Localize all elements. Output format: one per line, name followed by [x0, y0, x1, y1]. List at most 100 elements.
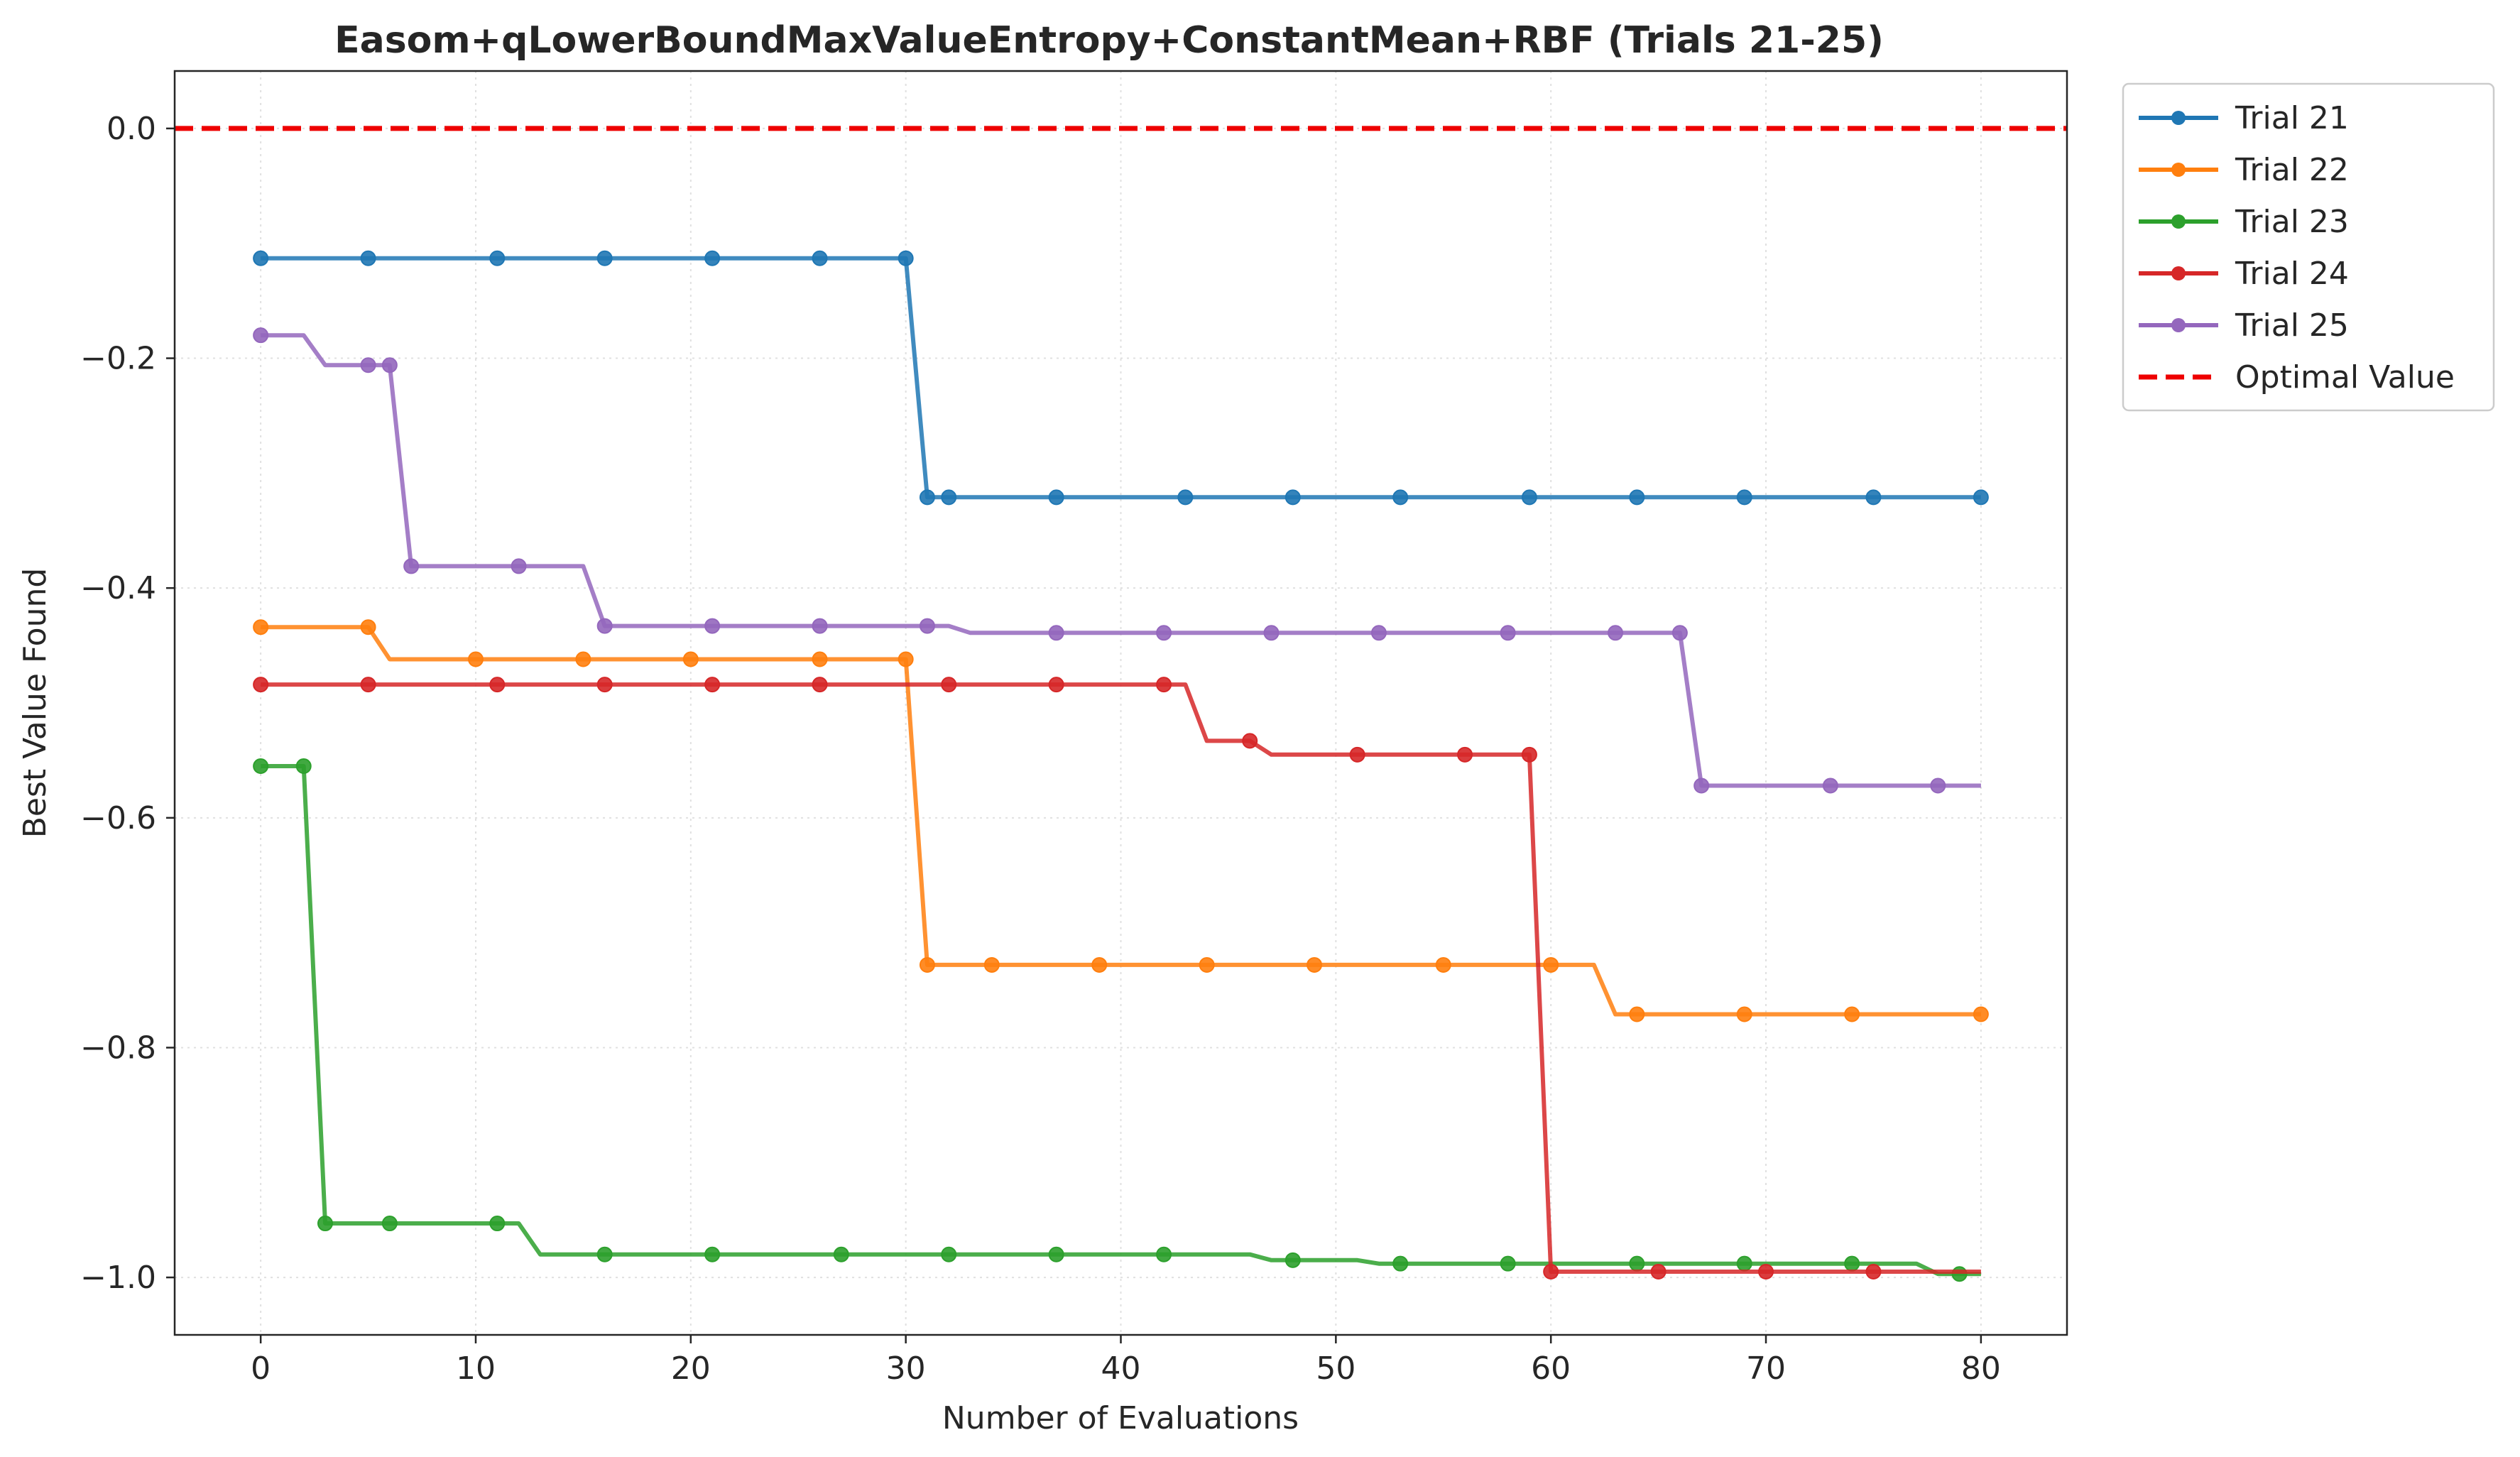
data-point	[704, 250, 721, 266]
data-point	[596, 677, 613, 693]
series-trial-21	[253, 250, 1989, 506]
x-tick-label: 80	[1961, 1350, 2001, 1387]
data-point	[1177, 489, 1194, 506]
data-point	[1392, 489, 1409, 506]
data-point	[1629, 489, 1645, 506]
data-point	[704, 677, 721, 693]
data-point	[596, 250, 613, 266]
data-point	[898, 250, 914, 266]
data-point	[1671, 625, 1688, 641]
data-point	[489, 250, 506, 266]
data-point	[1543, 1264, 1559, 1279]
data-point	[812, 250, 828, 266]
data-point	[511, 558, 527, 574]
data-point	[253, 250, 269, 266]
data-point	[1307, 956, 1323, 973]
data-point	[1930, 777, 1946, 794]
data-point	[919, 618, 935, 634]
data-point	[360, 619, 376, 635]
data-point	[1736, 1255, 1752, 1272]
series-line	[261, 256, 1981, 500]
data-point	[253, 677, 269, 693]
x-tick-label: 50	[1316, 1350, 1356, 1387]
data-point	[360, 357, 376, 373]
data-point	[1822, 777, 1838, 794]
data-point	[1973, 489, 1989, 506]
data-point	[919, 489, 935, 506]
data-point	[1263, 625, 1280, 641]
data-point	[1435, 956, 1451, 973]
data-point	[1392, 1255, 1409, 1272]
data-point	[812, 651, 828, 667]
x-tick-label: 60	[1531, 1350, 1571, 1387]
legend-item: Trial 22	[2139, 152, 2349, 188]
y-axis-label: Best Value Found	[17, 568, 53, 839]
legend-swatch-marker	[2171, 318, 2186, 332]
series-trial-23	[253, 758, 1981, 1282]
y-tick-label: −0.4	[80, 570, 156, 606]
x-tick-label: 0	[251, 1350, 271, 1387]
data-point	[704, 1246, 721, 1262]
series-trial-25	[253, 327, 1981, 794]
series-trial-22	[253, 619, 1989, 1022]
data-point	[1650, 1264, 1667, 1279]
legend-frame	[2122, 82, 2495, 412]
data-point	[1693, 777, 1710, 794]
data-point	[1284, 489, 1301, 506]
data-point	[1500, 1255, 1516, 1272]
data-point	[1844, 1255, 1860, 1272]
data-point	[1736, 1006, 1752, 1022]
data-point	[489, 1216, 506, 1232]
data-point	[1242, 733, 1258, 749]
data-point	[1736, 489, 1752, 506]
series-line	[261, 764, 1981, 1277]
data-point	[1048, 625, 1064, 641]
data-point	[833, 1246, 849, 1262]
data-point	[704, 618, 721, 634]
data-point	[1091, 956, 1108, 973]
data-point	[1865, 489, 1882, 506]
legend-swatch-marker	[2171, 111, 2186, 125]
data-point	[596, 1246, 613, 1262]
legend-label: Optimal Value	[2235, 359, 2455, 395]
data-point	[253, 758, 269, 774]
legend-label: Trial 24	[2235, 256, 2349, 292]
data-point	[1048, 677, 1064, 693]
y-tick-label: −0.2	[80, 341, 156, 377]
data-point	[983, 956, 1000, 973]
legend-label: Trial 22	[2235, 152, 2349, 188]
data-point	[1156, 677, 1172, 693]
data-point	[360, 250, 376, 266]
legend: Trial 21 Trial 22 Trial 23 Trial 24 Trial 25…	[2122, 82, 2495, 412]
data-point	[1608, 625, 1624, 641]
legend-label: Trial 25	[2235, 307, 2349, 344]
data-point	[812, 677, 828, 693]
data-point	[317, 1216, 333, 1232]
data-point	[1349, 746, 1365, 763]
x-tick-label: 30	[886, 1350, 926, 1387]
data-point	[1156, 1246, 1172, 1262]
x-tick-label: 40	[1101, 1350, 1141, 1387]
data-point	[575, 651, 591, 667]
data-point	[1951, 1266, 1968, 1282]
data-point	[1543, 956, 1559, 973]
series-trial-24	[253, 677, 1981, 1279]
data-point	[1973, 1006, 1989, 1022]
legend-swatch-marker	[2171, 163, 2186, 177]
data-point	[1865, 1264, 1882, 1279]
x-tick-label: 20	[671, 1350, 711, 1387]
legend-label: Trial 23	[2235, 204, 2349, 240]
data-point	[1370, 625, 1387, 641]
legend-item: Trial 21	[2139, 100, 2349, 136]
data-point	[941, 489, 957, 506]
x-tick-label: 10	[456, 1350, 496, 1387]
data-point	[1629, 1006, 1645, 1022]
data-point	[1500, 625, 1516, 641]
data-point	[1156, 625, 1172, 641]
data-point	[941, 1246, 957, 1262]
x-axis-ticks: 0 10 20 30 40 50 60 70 80	[251, 1335, 2001, 1387]
data-point	[295, 758, 312, 774]
series-layer	[253, 250, 1989, 1282]
data-point	[403, 558, 420, 574]
